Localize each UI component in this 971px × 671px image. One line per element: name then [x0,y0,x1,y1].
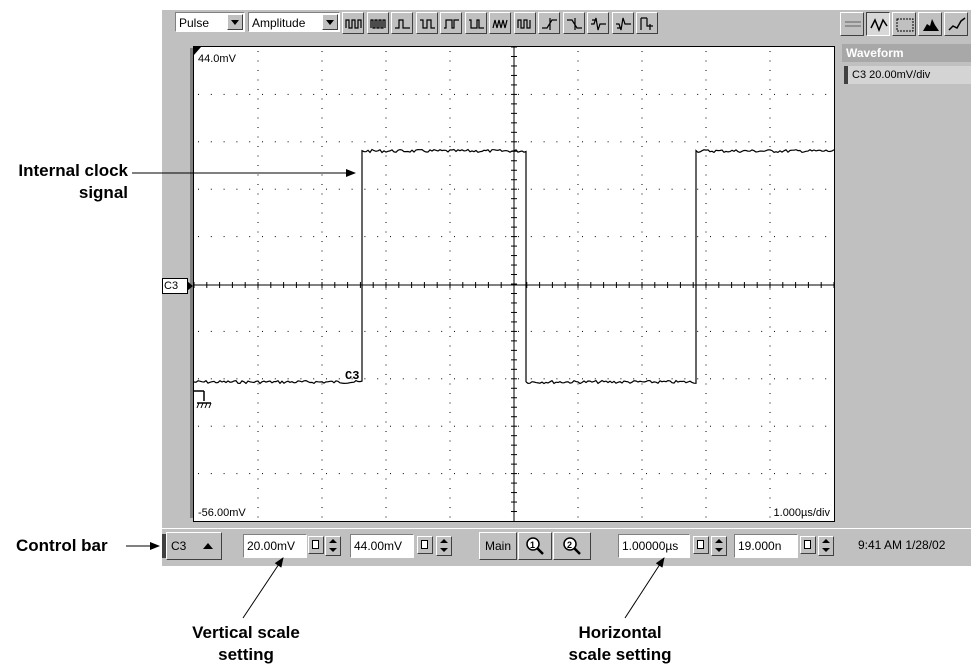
cycle-icon [516,19,531,29]
channel-button[interactable]: C3 [166,532,222,560]
main-timebase-button[interactable]: Main [479,532,517,560]
channel-color-strip [162,534,166,558]
pos-duty-icon [444,19,459,29]
waveform-header: Waveform [842,44,971,62]
neg-width-measure-button[interactable] [415,12,438,34]
trigger-marker-icon [194,47,201,55]
flat-icon [845,21,861,27]
horizontal-callout-line2: scale setting [568,645,672,664]
internal-clock-callout-line1: Internal clock [18,161,128,180]
vertical-callout-line2: setting [218,645,274,664]
graticule-grid [194,47,834,521]
waveform-mode-button[interactable] [866,12,890,36]
zoom-out-button[interactable]: 2 [553,532,591,560]
zoom-in-button[interactable]: 1 [518,532,552,560]
cursor-measure-icon [640,17,653,30]
channel-marker-label: C3 [164,280,179,292]
burst-width-measure-button[interactable] [489,12,511,34]
waveform-icon [870,18,888,33]
vertical-scale-callout: Vertical scale setting [186,622,306,666]
grid-icon [896,18,914,32]
rise-time-measure-button[interactable] [538,12,560,34]
frequency-measure-button[interactable] [366,12,389,34]
horizontal-position-spinner[interactable] [818,536,834,556]
internal-clock-callout: Internal clock signal [10,160,128,204]
right-panel: Waveform C3 20.00mV/div [840,42,971,519]
horizontal-scale-arrow [624,557,665,619]
zoom-in-icon: 1 [526,537,544,555]
measurement-select[interactable]: Amplitude [248,12,340,32]
timebase-label: 1.000µs/div [773,507,830,519]
pos-width-measure-button[interactable] [391,12,413,34]
waveform-item-c3[interactable]: C3 20.00mV/div [844,66,971,84]
control-bar-callout: Control bar [16,536,108,555]
neg-overshoot-measure-button[interactable] [611,12,634,34]
svg-text:1: 1 [530,540,535,550]
bottom-voltage-label: -56.00mV [198,507,246,519]
frequency-icon [369,19,386,29]
datetime-display: 9:41 AM 1/28/02 [858,538,946,552]
measurement-value: Amplitude [252,16,306,30]
channel-marker-c3[interactable]: C3 [162,278,188,294]
vertical-scale-spinner[interactable] [325,536,341,556]
trace-channel-label: C3 [345,369,360,383]
neg-overshoot-icon [615,17,631,31]
pos-overshoot-icon [591,17,606,31]
xy-icon [948,17,966,31]
cycle-measure-button[interactable] [513,12,536,34]
vertical-offset-field[interactable]: 44.00mV [350,534,414,558]
keypad-button[interactable] [417,536,433,554]
channel-button-label: C3 [171,539,187,553]
top-voltage-label: 44.0mV [198,53,236,65]
horizontal-scale-field[interactable]: 1.00000µs [618,534,690,558]
waveform-display[interactable]: 44.0mV -56.00mV 1.000µs/div C3 [193,46,835,522]
fall-time-measure-button[interactable] [562,12,585,34]
neg-duty-measure-button[interactable] [464,12,487,34]
pos-width-icon [395,19,410,29]
horizontal-position-field[interactable]: 19.000n [734,534,798,558]
period-measure-button[interactable] [342,12,364,34]
horizontal-scale-spinner[interactable] [711,536,727,556]
pos-overshoot-measure-button[interactable] [587,12,609,34]
ground-marker-icon [194,390,212,409]
chevron-down-icon[interactable] [227,14,243,30]
vertical-scale-arrow [242,557,284,619]
period-icon [345,19,362,29]
chevron-down-icon[interactable] [322,14,338,30]
measurement-type-value: Pulse [179,16,210,30]
vertical-scale-field[interactable]: 20.00mV [243,534,307,558]
fall-time-icon [566,18,582,30]
internal-clock-callout-line2: signal [78,183,128,202]
chevron-up-icon [203,543,213,549]
zoom-out-icon: 2 [563,537,581,555]
vertical-callout-line1: Vertical scale [192,623,300,642]
waveform-trace-c3 [194,148,834,385]
keypad-button[interactable] [308,536,324,554]
rise-time-icon [542,18,557,30]
horizontal-scale-callout: Horizontal scale setting [555,622,685,666]
neg-duty-icon [468,19,484,29]
channel-arrow-icon [187,281,193,291]
keypad-button[interactable] [693,536,709,554]
xy-mode-button[interactable] [944,12,968,36]
histogram-mode-button[interactable] [918,12,942,36]
burst-width-icon [492,19,508,29]
keypad-button[interactable] [800,536,816,554]
svg-text:2: 2 [567,540,572,550]
histogram-icon [923,19,939,31]
flat-mode-button[interactable] [840,12,864,36]
neg-width-icon [419,19,435,29]
cursor-measure-measure-button[interactable] [636,12,658,34]
grid-mode-button[interactable] [892,12,916,36]
horizontal-callout-line1: Horizontal [578,623,662,642]
pos-duty-measure-button[interactable] [440,12,462,34]
vertical-offset-spinner[interactable] [436,536,452,556]
measurement-type-select[interactable]: Pulse [175,12,245,32]
